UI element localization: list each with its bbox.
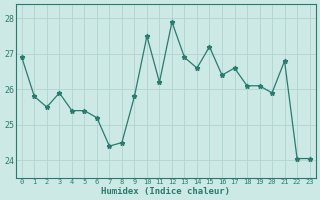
X-axis label: Humidex (Indice chaleur): Humidex (Indice chaleur) <box>101 187 230 196</box>
